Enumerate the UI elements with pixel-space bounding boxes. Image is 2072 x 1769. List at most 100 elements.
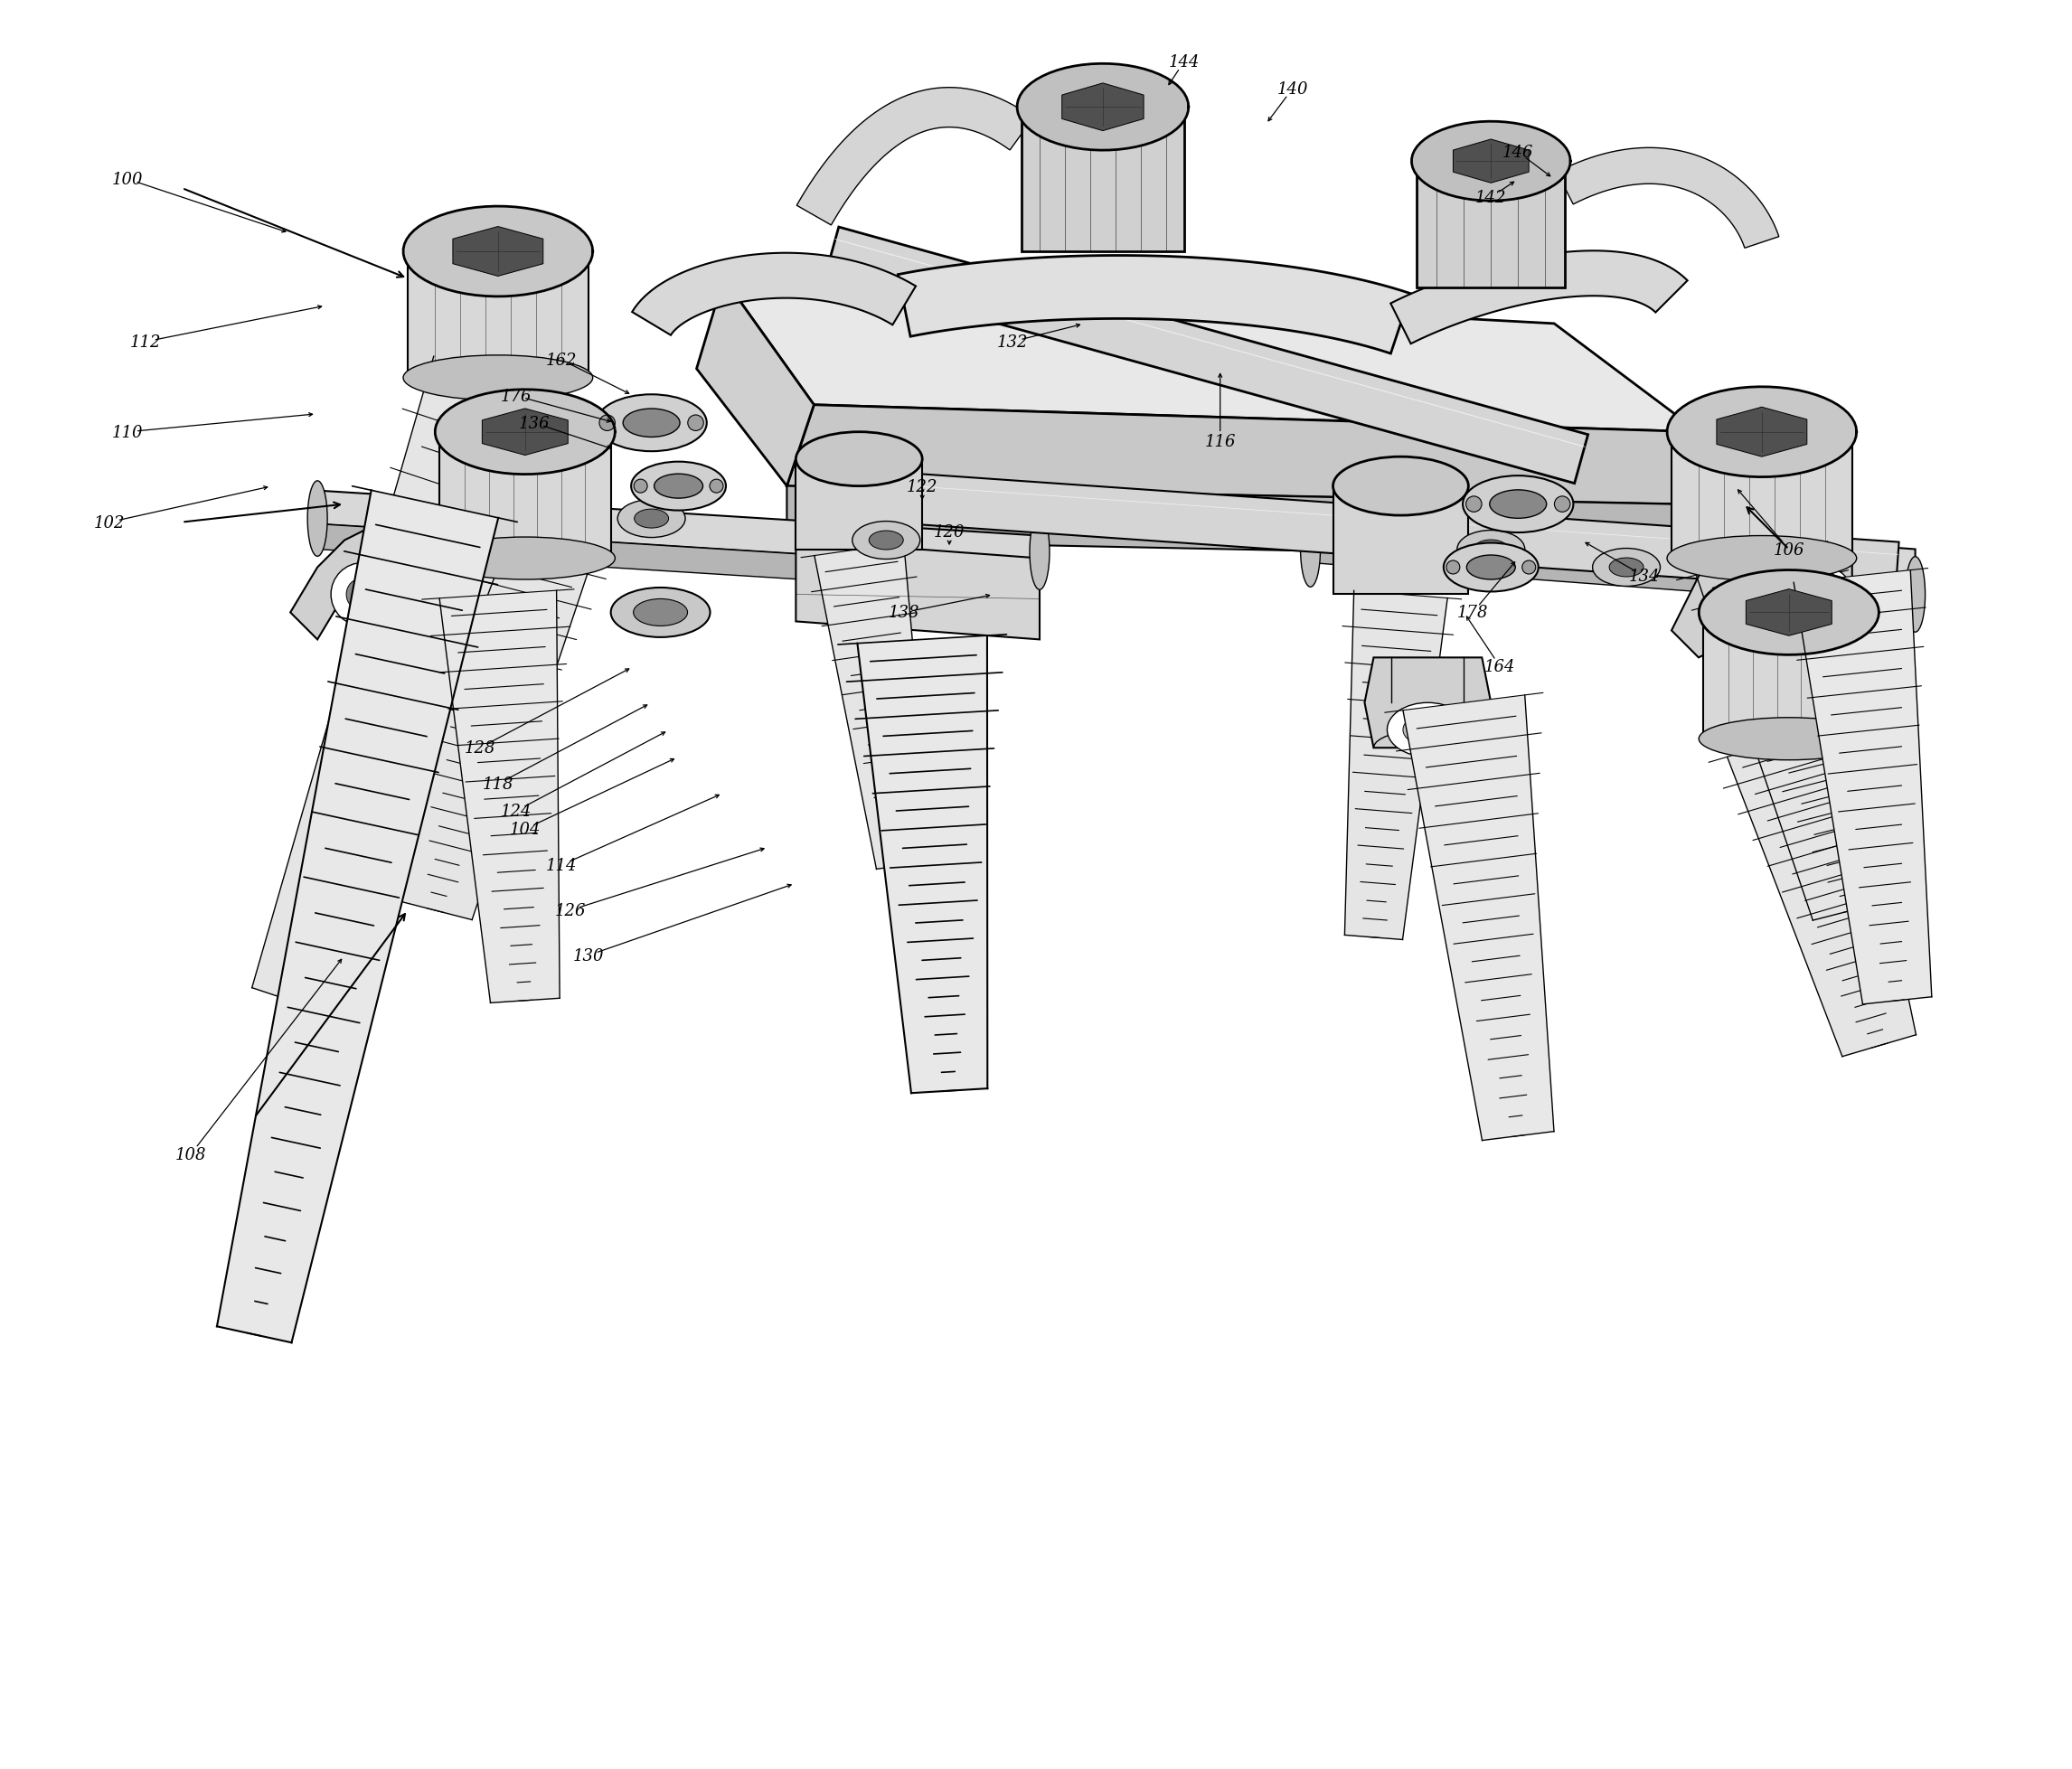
Ellipse shape xyxy=(796,432,922,486)
Ellipse shape xyxy=(655,474,702,499)
Circle shape xyxy=(1446,561,1461,575)
Polygon shape xyxy=(1728,722,1917,1056)
Polygon shape xyxy=(1332,486,1469,594)
Ellipse shape xyxy=(307,481,327,557)
Polygon shape xyxy=(483,409,568,456)
Polygon shape xyxy=(825,228,1587,485)
Circle shape xyxy=(332,563,394,626)
Polygon shape xyxy=(1747,589,1832,637)
Circle shape xyxy=(688,416,704,432)
Ellipse shape xyxy=(1403,715,1452,747)
Polygon shape xyxy=(787,486,1672,559)
Polygon shape xyxy=(1697,541,1892,920)
Ellipse shape xyxy=(1490,490,1546,518)
Text: 118: 118 xyxy=(483,777,514,793)
Text: 130: 130 xyxy=(572,948,603,964)
Circle shape xyxy=(711,479,723,494)
Ellipse shape xyxy=(1473,540,1508,559)
Ellipse shape xyxy=(1668,536,1857,582)
Polygon shape xyxy=(796,460,922,550)
Polygon shape xyxy=(1390,251,1687,345)
Polygon shape xyxy=(253,357,562,1014)
Ellipse shape xyxy=(634,600,688,626)
Polygon shape xyxy=(1556,149,1780,249)
Text: 120: 120 xyxy=(934,524,966,540)
Text: 138: 138 xyxy=(889,605,920,621)
Ellipse shape xyxy=(1457,531,1525,568)
Text: 162: 162 xyxy=(545,352,576,368)
Polygon shape xyxy=(435,391,615,474)
Ellipse shape xyxy=(1386,702,1469,757)
Text: 124: 124 xyxy=(501,803,533,819)
Polygon shape xyxy=(796,541,1040,640)
Text: 102: 102 xyxy=(93,515,126,531)
Text: 112: 112 xyxy=(131,334,162,350)
Text: 108: 108 xyxy=(176,1146,207,1162)
Polygon shape xyxy=(787,405,1699,504)
Polygon shape xyxy=(696,280,814,486)
Text: 178: 178 xyxy=(1457,605,1488,621)
Text: 114: 114 xyxy=(545,858,576,874)
Polygon shape xyxy=(1021,108,1183,251)
Ellipse shape xyxy=(1610,559,1643,577)
Polygon shape xyxy=(798,88,1034,226)
Polygon shape xyxy=(408,251,588,379)
Polygon shape xyxy=(1794,571,1931,1005)
Ellipse shape xyxy=(852,522,920,559)
Text: 176: 176 xyxy=(501,387,533,405)
Polygon shape xyxy=(858,471,1898,593)
Polygon shape xyxy=(1345,591,1448,939)
Text: 104: 104 xyxy=(510,821,541,837)
Polygon shape xyxy=(1699,571,1879,655)
Text: 126: 126 xyxy=(555,902,586,918)
Ellipse shape xyxy=(404,356,593,402)
Polygon shape xyxy=(858,637,988,1093)
Polygon shape xyxy=(1403,695,1554,1141)
Ellipse shape xyxy=(868,531,903,550)
Polygon shape xyxy=(897,257,1411,354)
Ellipse shape xyxy=(1332,458,1469,517)
Ellipse shape xyxy=(1593,548,1660,587)
Ellipse shape xyxy=(611,587,711,639)
Text: 134: 134 xyxy=(1629,568,1660,586)
Text: 116: 116 xyxy=(1204,433,1235,449)
Text: 136: 136 xyxy=(518,416,549,432)
Polygon shape xyxy=(1017,64,1189,150)
Circle shape xyxy=(1523,561,1535,575)
Polygon shape xyxy=(1063,83,1144,131)
Text: 110: 110 xyxy=(112,425,143,440)
Ellipse shape xyxy=(1906,557,1925,633)
Polygon shape xyxy=(1703,612,1875,739)
Circle shape xyxy=(1465,497,1481,513)
Ellipse shape xyxy=(1699,718,1879,761)
Circle shape xyxy=(346,578,379,610)
Ellipse shape xyxy=(1463,476,1573,532)
Polygon shape xyxy=(723,280,1699,432)
Text: 128: 128 xyxy=(464,739,495,757)
Text: 100: 100 xyxy=(112,172,143,188)
Text: 122: 122 xyxy=(908,478,939,495)
Ellipse shape xyxy=(1301,511,1320,587)
Text: 106: 106 xyxy=(1774,541,1805,557)
Circle shape xyxy=(1798,568,1852,623)
Polygon shape xyxy=(1672,432,1852,559)
Polygon shape xyxy=(1310,504,1915,582)
Polygon shape xyxy=(632,253,916,336)
Polygon shape xyxy=(1716,407,1807,458)
Polygon shape xyxy=(439,591,559,1003)
Text: 132: 132 xyxy=(997,334,1028,350)
Ellipse shape xyxy=(632,462,725,511)
Text: 142: 142 xyxy=(1475,189,1506,205)
Text: 164: 164 xyxy=(1484,658,1515,676)
Ellipse shape xyxy=(435,538,615,580)
Polygon shape xyxy=(1365,658,1492,748)
Polygon shape xyxy=(317,492,1040,570)
Ellipse shape xyxy=(1030,515,1051,591)
Polygon shape xyxy=(404,207,593,297)
Polygon shape xyxy=(1411,122,1571,202)
Polygon shape xyxy=(317,525,1040,594)
Circle shape xyxy=(634,479,646,494)
Polygon shape xyxy=(290,504,497,640)
Ellipse shape xyxy=(634,509,669,529)
Polygon shape xyxy=(439,432,611,559)
